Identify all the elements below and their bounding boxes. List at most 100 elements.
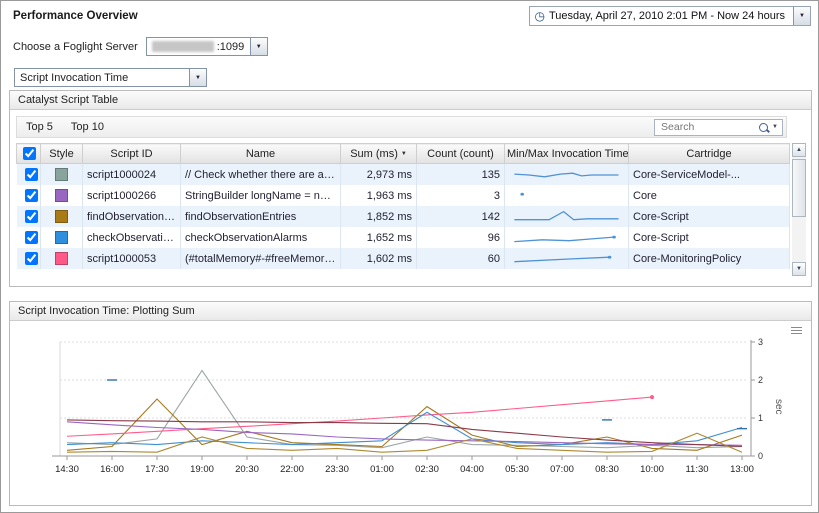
sum-cell: 1,602 ms xyxy=(340,248,417,269)
row-checkbox[interactable] xyxy=(24,210,38,223)
search-dropdown-arrow-icon[interactable]: ▼ xyxy=(772,124,778,130)
style-swatch xyxy=(55,231,68,244)
table-scrollbar[interactable]: ▲ ▼ xyxy=(792,143,807,276)
style-cell xyxy=(40,248,83,269)
name-cell: StringBuilder longName = new Strin... xyxy=(180,185,341,206)
top-5-link[interactable]: Top 5 xyxy=(26,121,53,133)
style-swatch xyxy=(55,189,68,202)
script-id-cell: script1000024 xyxy=(82,163,181,185)
scrollbar-track[interactable] xyxy=(792,157,806,262)
table-row[interactable]: script1000024// Check whether there are … xyxy=(16,163,790,185)
sparkline xyxy=(511,235,616,247)
server-picker-combobox[interactable]: :1099 ▼ xyxy=(145,37,268,56)
svg-text:23:30: 23:30 xyxy=(325,464,349,475)
row-select-cell xyxy=(16,227,41,248)
row-select-cell xyxy=(16,185,41,206)
time-range-dropdown-arrow-icon[interactable]: ▼ xyxy=(793,7,810,25)
column-header-name[interactable]: Name xyxy=(180,143,341,164)
select-all-checkbox[interactable] xyxy=(23,147,36,160)
sparkline xyxy=(519,192,524,196)
minmax-sparkline-cell xyxy=(504,248,629,269)
column-header-minmax[interactable]: Min/Max Invocation Time xyxy=(504,143,629,164)
svg-text:3: 3 xyxy=(758,337,763,347)
scroll-up-icon[interactable]: ▲ xyxy=(792,143,806,157)
column-header-style[interactable]: Style xyxy=(40,143,83,164)
svg-text:0: 0 xyxy=(758,451,763,461)
metric-select-dropdown-arrow-icon[interactable]: ▼ xyxy=(189,69,206,86)
svg-text:01:00: 01:00 xyxy=(370,464,394,475)
sum-cell: 1,963 ms xyxy=(340,185,417,206)
server-picker-dropdown-arrow-icon[interactable]: ▼ xyxy=(249,38,267,55)
cartridge-cell: Core-ServiceModel-... xyxy=(628,163,790,185)
svg-text:11:30: 11:30 xyxy=(685,464,708,475)
top-10-link[interactable]: Top 10 xyxy=(70,121,104,133)
time-range-selector[interactable]: ◷ Tuesday, April 27, 2010 2:01 PM - Now … xyxy=(529,6,811,26)
count-cell: 96 xyxy=(416,227,505,248)
table-row[interactable]: script1000266 StringBuilder longName = ne… xyxy=(16,185,790,206)
time-range-label: Tuesday, April 27, 2010 2:01 PM - Now 24… xyxy=(548,10,785,22)
sparkline xyxy=(511,208,623,226)
cartridge-cell: Core-MonitoringPolicy xyxy=(628,248,790,269)
cartridge-cell: Core-Script xyxy=(628,227,790,248)
row-checkbox[interactable] xyxy=(24,189,38,202)
minmax-sparkline-cell xyxy=(504,206,629,227)
svg-text:07:00: 07:00 xyxy=(550,464,574,475)
svg-text:19:00: 19:00 xyxy=(190,464,214,475)
count-cell: 142 xyxy=(416,206,505,227)
column-header-count[interactable]: Count (count) xyxy=(416,143,505,164)
script-id-cell: script1000266 xyxy=(82,185,181,206)
table-row[interactable]: checkObservation... checkObservationAlarm… xyxy=(16,227,790,248)
row-checkbox[interactable] xyxy=(24,231,38,244)
column-header-cartridge[interactable]: Cartridge xyxy=(628,143,790,164)
style-swatch xyxy=(55,168,68,181)
svg-text:05:30: 05:30 xyxy=(505,464,529,475)
table-row[interactable]: findObservationE... findObservationEntrie… xyxy=(16,206,790,227)
cartridge-cell: Core-Script xyxy=(628,206,790,227)
name-cell: checkObservationAlarms xyxy=(180,227,341,248)
style-cell xyxy=(40,206,83,227)
count-cell: 60 xyxy=(416,248,505,269)
sparkline xyxy=(511,166,623,184)
sum-cell: 1,652 ms xyxy=(340,227,417,248)
minmax-sparkline-cell xyxy=(504,185,629,206)
column-header-script-id[interactable]: Script ID xyxy=(82,143,181,164)
server-picker-label: Choose a Foglight Server xyxy=(13,40,138,53)
search-icon[interactable] xyxy=(759,122,769,132)
row-select-cell xyxy=(16,248,41,269)
catalyst-script-table-panel: Catalyst Script Table Top 5 Top 10 ▼ xyxy=(9,90,812,287)
svg-text:17:30: 17:30 xyxy=(145,464,169,475)
chart-options-icon[interactable] xyxy=(791,327,802,335)
scrollbar-thumb[interactable] xyxy=(792,159,806,217)
style-cell xyxy=(40,185,83,206)
svg-text:sec: sec xyxy=(773,399,784,415)
name-cell: findObservationEntries xyxy=(180,206,341,227)
svg-text:1: 1 xyxy=(758,413,763,423)
count-cell: 3 xyxy=(416,185,505,206)
select-all-header xyxy=(16,143,41,164)
panel-title: Catalyst Script Table xyxy=(10,91,811,110)
table-row[interactable]: script1000053 (#totalMemory#-#freeMemory#… xyxy=(16,248,790,269)
cartridge-cell: Core xyxy=(628,185,790,206)
page-title: Performance Overview xyxy=(13,10,138,22)
row-select-cell xyxy=(16,206,41,227)
metric-select-combobox[interactable]: Script Invocation Time ▼ xyxy=(14,68,207,87)
server-port-text: :1099 xyxy=(216,40,245,53)
column-header-sum[interactable]: Sum (ms) ▼ xyxy=(340,143,417,164)
search-input[interactable] xyxy=(659,120,756,134)
metric-select-value: Script Invocation Time xyxy=(20,71,129,84)
script-id-cell: findObservationE... xyxy=(82,206,181,227)
svg-text:10:00: 10:00 xyxy=(640,464,664,475)
script-table: Style Script ID Name Sum (ms) ▼ Count (co… xyxy=(16,143,790,269)
plotting-sum-panel: Script Invocation Time: Plotting Sum 14:… xyxy=(9,301,812,506)
svg-text:22:00: 22:00 xyxy=(280,464,304,475)
search-box[interactable]: ▼ xyxy=(654,118,783,136)
script-id-cell: script1000053 xyxy=(82,248,181,269)
style-cell xyxy=(40,227,83,248)
scroll-down-icon[interactable]: ▼ xyxy=(792,262,806,276)
sum-cell: 2,973 ms xyxy=(340,163,417,185)
svg-text:08:30: 08:30 xyxy=(595,464,619,475)
style-cell xyxy=(40,163,83,185)
row-checkbox[interactable] xyxy=(24,168,38,181)
row-checkbox[interactable] xyxy=(24,252,38,265)
